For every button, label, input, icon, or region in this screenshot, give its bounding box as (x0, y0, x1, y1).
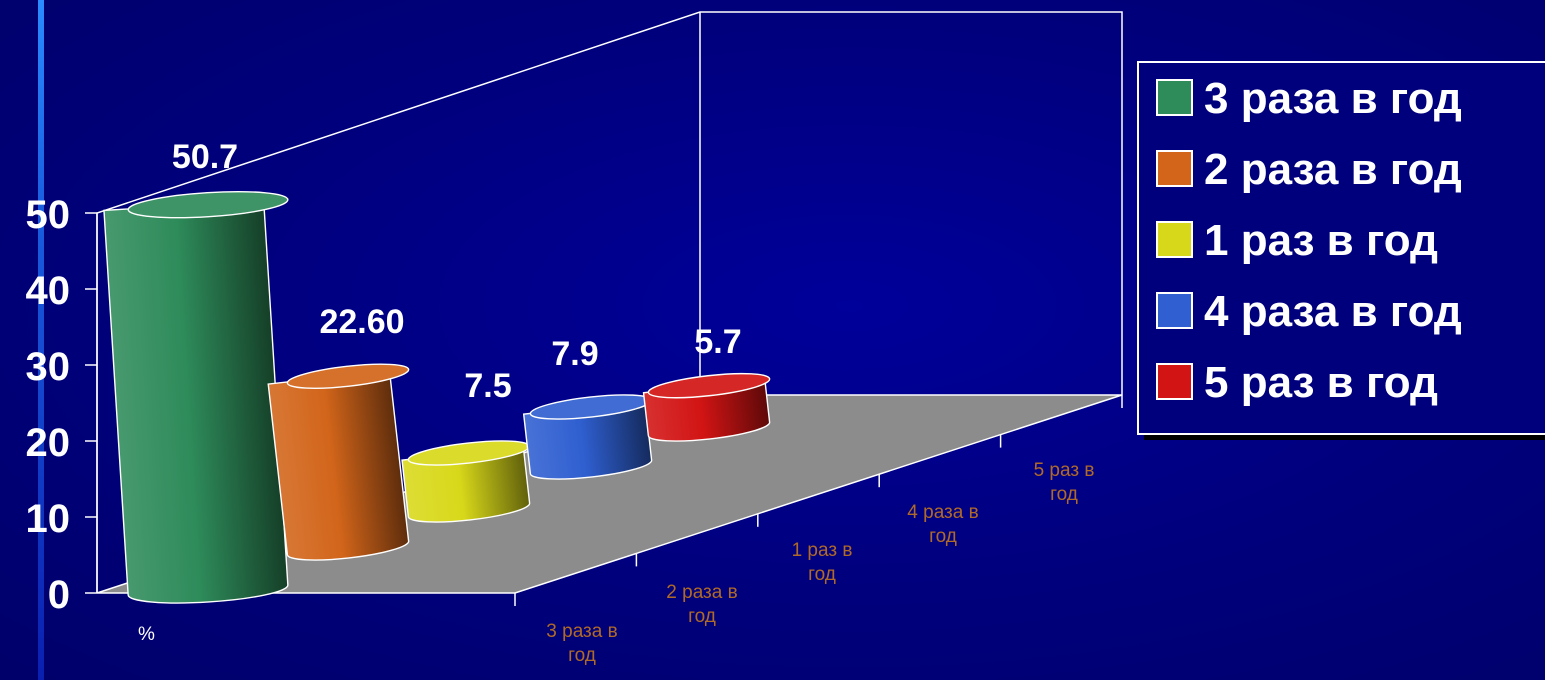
x-category-label: 1 раз в год (792, 540, 853, 585)
legend-swatch (1156, 79, 1193, 116)
bar-top (647, 372, 771, 399)
y-axis: 0 10 20 30 40 50% 3 раза в год 2 раза в год 1 раз … (26, 193, 1123, 666)
x-category-label: 2 раза в год (666, 582, 737, 627)
bar-top (127, 190, 289, 219)
value-label: 50.7 (172, 138, 238, 176)
label-group: 50.7 22.60 7.5 7.9 5.7 (172, 138, 742, 405)
bar-4 (642, 372, 771, 442)
y-tick-label: 50 (26, 193, 71, 237)
y-tick-label: 40 (26, 269, 71, 313)
legend-label: 1 раз в год (1204, 216, 1438, 265)
legend-swatch (1156, 292, 1193, 329)
legend-swatch (1156, 363, 1193, 400)
value-label: 22.60 (319, 303, 404, 341)
legend-swatch (1156, 221, 1193, 258)
bar-1 (267, 363, 410, 561)
bar-0 (103, 190, 289, 604)
x-category-label: 3 раза в год (546, 621, 617, 666)
bar-body (267, 369, 410, 561)
x-category-label: 4 раза в год (907, 502, 978, 547)
legend-label: 5 раз в год (1204, 358, 1438, 407)
value-label: 5.7 (694, 323, 741, 361)
y-tick-label: 30 (26, 345, 71, 389)
bar-body (522, 399, 653, 480)
legend-label: 3 раза в год (1204, 74, 1462, 123)
bar-top (286, 363, 410, 389)
x-category-label: 5 раз в год (1034, 460, 1095, 505)
unit-label: % (138, 624, 155, 645)
legend: 3 раза в год 2 раза в год 1 раз в год 4 раз… (1137, 61, 1545, 440)
legend-label: 2 раза в год (1204, 145, 1462, 194)
bar-2 (401, 440, 531, 523)
y-tick-label: 10 (26, 497, 71, 541)
legend-swatch (1156, 150, 1193, 187)
legend-box (1137, 61, 1545, 435)
y-tick-label: 20 (26, 421, 71, 465)
legend-label: 4 раза в год (1204, 287, 1462, 336)
y-tick-label: 0 (48, 573, 70, 617)
value-label: 7.9 (551, 335, 598, 373)
bar-3 (522, 394, 653, 480)
bar-group (103, 190, 771, 604)
accent-bar (38, 0, 44, 680)
bar-body (103, 199, 289, 604)
value-label: 7.5 (464, 367, 511, 405)
